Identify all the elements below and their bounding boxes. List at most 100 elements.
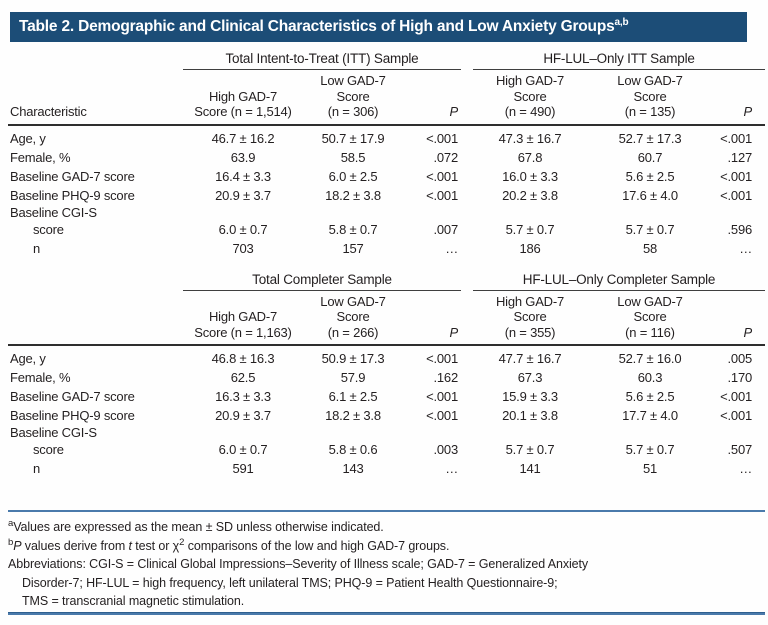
column-header: Low GAD-7 Score (n = 266) xyxy=(303,290,403,346)
column-header-line: P xyxy=(449,104,459,119)
cell-value: 46.8 ± 16.3 xyxy=(211,351,275,366)
row-label: Age, y xyxy=(10,130,46,146)
column-header-line: (n = 306) xyxy=(327,104,379,119)
cell-value: <.001 xyxy=(426,187,458,203)
cell-value: 47.7 ± 16.7 xyxy=(498,351,562,366)
cell-value: <.001 xyxy=(720,408,753,423)
cell-value xyxy=(303,205,403,220)
divider-rule-bottom xyxy=(8,612,765,615)
cell-value: 58.5 xyxy=(340,149,366,165)
cell-value xyxy=(589,205,711,220)
cell-value: 67.3 xyxy=(517,370,543,385)
row-label: n xyxy=(33,240,41,256)
row-label: Baseline CGI-S xyxy=(10,425,97,440)
table-row: Baseline CGI-S xyxy=(8,425,765,440)
table-row: Baseline GAD-7 score 16.4 ± 3.3 6.0 ± 2.5 <… xyxy=(8,167,765,186)
cell-value: 46.7 ± 16.2 xyxy=(211,130,275,146)
cell-value xyxy=(403,205,471,220)
cell-value: .007 xyxy=(433,221,458,237)
table-row: score 6.0 ± 0.7 5.8 ± 0.7 .007 5.7 ± 0.7 5.7 … xyxy=(8,220,765,239)
table-title-bar: Table 2. Demographic and Clinical Charac… xyxy=(10,12,747,42)
cell-value: 20.9 ± 3.7 xyxy=(215,408,271,423)
column-header-line: P xyxy=(743,324,753,340)
cell-value: 591 xyxy=(232,461,254,476)
group-header-cell: HF-LUL–Only Completer Sample xyxy=(471,258,766,291)
column-header: P xyxy=(711,290,766,346)
table-row: Baseline PHQ-9 score 20.9 ± 3.7 18.2 ± 3.8… xyxy=(8,186,765,205)
abbreviation-line: Disorder-7; HF-LUL = high frequency, lef… xyxy=(22,575,558,590)
cell-value: 62.5 xyxy=(230,370,256,385)
cell-value: 20.2 ± 3.8 xyxy=(502,187,558,203)
cell-value: 5.7 ± 0.7 xyxy=(625,442,675,457)
group-header-label: Total Completer Sample xyxy=(183,272,461,291)
column-header-line: Score (n = 1,163) xyxy=(194,324,292,340)
cell-value: .003 xyxy=(433,442,458,457)
cell-value: 50.7 ± 17.9 xyxy=(321,130,385,146)
row-label: Baseline PHQ-9 score xyxy=(10,187,135,203)
column-header: Low GAD-7 Score (n = 306) xyxy=(303,70,403,126)
cell-value: 6.0 ± 0.7 xyxy=(218,442,268,457)
footnote-segment: values derive from xyxy=(21,538,129,553)
cell-value: <.001 xyxy=(426,408,458,423)
group-spacer-cell xyxy=(8,258,183,291)
row-label: Baseline PHQ-9 score xyxy=(10,408,135,423)
cell-value: 5.6 ± 2.5 xyxy=(625,389,675,404)
cell-value: 186 xyxy=(519,240,541,256)
cell-value: 57.9 xyxy=(340,370,366,385)
divider-rule-top xyxy=(8,510,765,512)
cell-value: 17.7 ± 4.0 xyxy=(622,408,678,423)
cell-value: 17.6 ± 4.0 xyxy=(622,187,678,203)
cell-value: <.001 xyxy=(426,389,458,404)
cell-value: <.001 xyxy=(426,168,458,184)
cell-value: 143 xyxy=(342,461,364,476)
table-row: score 6.0 ± 0.7 5.8 ± 0.6 .003 5.7 ± 0.7 5.7 … xyxy=(8,440,765,459)
column-header-line: Score (n = 1,514) xyxy=(194,104,292,119)
column-header-line: (n = 266) xyxy=(327,324,379,340)
column-header: High GAD-7 Score (n = 490) xyxy=(471,70,589,126)
cell-value: 141 xyxy=(519,461,541,476)
cell-value: 51 xyxy=(642,461,658,476)
cell-value: 5.7 ± 0.7 xyxy=(505,221,555,237)
cell-value: .596 xyxy=(727,221,753,237)
cell-value: 58 xyxy=(642,240,658,256)
column-header-line: High GAD-7 xyxy=(495,73,565,88)
group-header-row: Total Intent-to-Treat (ITT) Sample HF-LUL… xyxy=(8,47,766,70)
cell-value: 20.1 ± 3.8 xyxy=(502,408,558,423)
cell-value: 703 xyxy=(232,240,254,256)
footnote-a: aValues are expressed as the mean ± SD u… xyxy=(8,518,760,537)
row-label: Baseline GAD-7 score xyxy=(10,389,135,404)
footnote-segment: Values are expressed as the mean ± SD un… xyxy=(13,520,384,534)
cell-value: 16.4 ± 3.3 xyxy=(215,168,271,184)
column-header-line: Score xyxy=(513,88,547,104)
footnote-segment: test or χ xyxy=(131,538,180,553)
cell-value: 52.7 ± 17.3 xyxy=(618,130,682,146)
cell-value xyxy=(711,425,765,440)
cell-value: 60.3 xyxy=(637,370,663,385)
column-header-line: (n = 490) xyxy=(504,104,556,119)
cell-value xyxy=(183,425,303,440)
column-header-line: High GAD-7 xyxy=(208,88,278,104)
table-row: Age, y 46.7 ± 16.2 50.7 ± 17.9 <.001 47.3 ± … xyxy=(8,125,765,148)
demographics-table: Total Intent-to-Treat (ITT) Sample HF-LUL… xyxy=(8,47,766,478)
cell-value xyxy=(303,425,403,440)
table-body: Total Intent-to-Treat (ITT) Sample HF-LUL… xyxy=(8,47,766,478)
table-row: Age, y 46.8 ± 16.3 50.9 ± 17.3 <.001 47.7 ± … xyxy=(8,345,765,368)
cell-value: 5.8 ± 0.6 xyxy=(328,442,378,457)
row-label: Age, y xyxy=(10,351,46,366)
column-header-line: (n = 116) xyxy=(625,324,675,340)
column-header-line: (n = 135) xyxy=(624,104,676,119)
table-wrapper: Total Intent-to-Treat (ITT) Sample HF-LUL… xyxy=(8,47,766,478)
cell-value: <.001 xyxy=(720,187,753,203)
cell-value: .127 xyxy=(727,149,753,165)
group-spacer-cell xyxy=(8,47,183,70)
column-header-line: High GAD-7 xyxy=(495,293,565,309)
column-header: High GAD-7 Score (n = 1,163) xyxy=(183,290,303,346)
cell-value: .507 xyxy=(727,442,753,457)
table-row: n 703 157… 186 58… xyxy=(8,239,765,258)
cell-value: … xyxy=(445,240,458,256)
cell-value xyxy=(403,425,471,440)
cell-value: 63.9 xyxy=(230,149,256,165)
group-header-label: HF-LUL–Only ITT Sample xyxy=(473,51,766,70)
footnote-abbreviations: Abbreviations: CGI-S = Clinical Global I… xyxy=(8,555,760,611)
group-header-row: Total Completer Sample HF-LUL–Only Comple… xyxy=(8,258,766,291)
